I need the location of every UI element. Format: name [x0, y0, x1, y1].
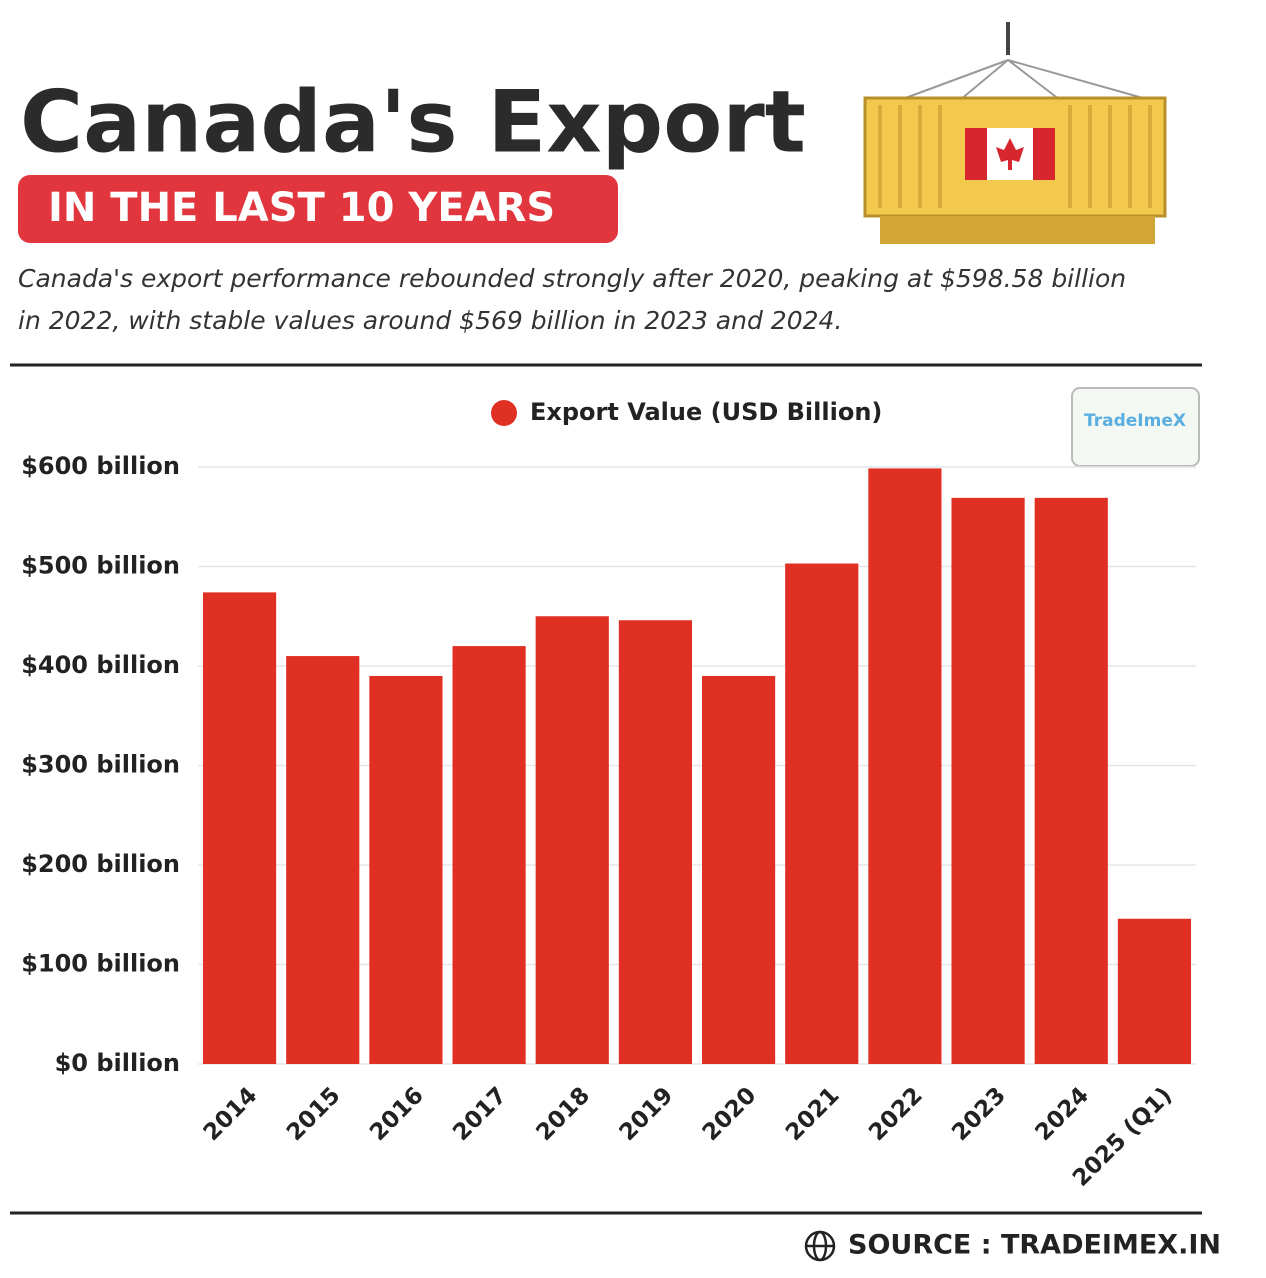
x-tick-label: 2024	[1030, 1082, 1094, 1146]
bar	[785, 563, 859, 1064]
bar	[535, 616, 609, 1064]
y-tick-label: $600 billion	[21, 452, 180, 480]
y-tick-label: $0 billion	[55, 1049, 180, 1077]
x-tick-label: 2017	[448, 1082, 512, 1146]
description-box: Canada's export performance rebounded st…	[18, 264, 1127, 335]
x-tick-label: 2021	[781, 1082, 845, 1146]
bar	[202, 592, 277, 1064]
bar	[369, 675, 443, 1064]
bar	[701, 675, 776, 1064]
y-tick-label: $200 billion	[21, 850, 180, 878]
bar	[1117, 918, 1192, 1064]
y-tick-label: $500 billion	[21, 552, 180, 580]
bar	[868, 468, 942, 1064]
bar	[452, 646, 526, 1064]
chart-title: Canada's Export	[20, 72, 806, 172]
subtitle-banner	[18, 175, 618, 243]
bar	[1034, 497, 1108, 1065]
subtitle: IN THE LAST 10 YEARS	[48, 185, 555, 231]
x-tick-label: 2023	[947, 1082, 1011, 1146]
x-tick-label: 2015	[282, 1082, 346, 1146]
description: Canada's export performance rebounded st…	[18, 264, 1127, 335]
logo: TradeImeX	[1084, 411, 1186, 431]
bar	[951, 497, 1025, 1065]
y-tick-label: $400 billion	[21, 651, 180, 679]
bar	[286, 656, 360, 1064]
logo-box	[1071, 387, 1200, 467]
bar	[618, 620, 693, 1064]
legend-label: Export Value (USD Billion)	[530, 398, 882, 426]
y-tick-label: $100 billion	[21, 950, 180, 978]
source: SOURCE : TRADEIMEX.IN	[848, 1230, 1221, 1261]
x-tick-label: 2019	[615, 1082, 679, 1146]
x-tick-label: 2018	[531, 1082, 595, 1146]
x-tick-label: 2022	[864, 1082, 928, 1146]
x-tick-label: 2020	[698, 1082, 762, 1146]
legend-marker	[491, 400, 517, 426]
x-tick-label: 2014	[199, 1082, 263, 1146]
source-icon	[804, 1230, 836, 1262]
y-tick-label: $300 billion	[21, 751, 180, 779]
container-illustration	[863, 22, 1167, 244]
x-tick-label: 2016	[365, 1082, 429, 1146]
